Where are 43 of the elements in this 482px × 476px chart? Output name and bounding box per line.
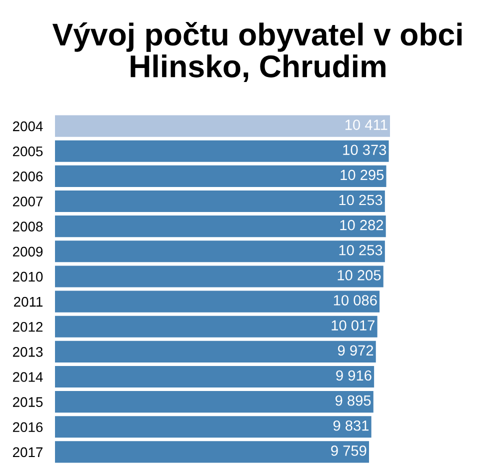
- bar: [55, 115, 390, 137]
- data-label: 10 253: [339, 244, 382, 256]
- data-label: 10 282: [340, 220, 384, 230]
- y-tick-label: 2008: [13, 222, 43, 232]
- bar: [55, 190, 385, 212]
- data-label: 10 373: [343, 144, 386, 156]
- y-tick-label: 2005: [13, 146, 43, 156]
- y-tick-label: 2004: [13, 121, 43, 132]
- data-label: 9 916: [336, 370, 372, 381]
- y-tick-label: 2013: [13, 347, 43, 357]
- chart-title: Vývoj počtu obyvatel v obci Hlinsko, Chrudim: [52, 22, 462, 82]
- y-tick-label: 2012: [13, 322, 42, 332]
- y-tick-label: 2014: [13, 372, 43, 382]
- y-tick-label: 2007: [13, 196, 42, 206]
- data-label: 9 972: [338, 345, 374, 356]
- bar: [55, 240, 385, 262]
- bar: [55, 266, 384, 288]
- data-label: 10 295: [340, 170, 384, 180]
- bar: [55, 391, 374, 413]
- y-tick-label: 2016: [13, 422, 43, 432]
- bar: [55, 340, 376, 362]
- data-label: 10 017: [332, 320, 375, 331]
- data-label: 9 831: [333, 420, 369, 431]
- y-tick-label: 2017: [13, 447, 42, 458]
- data-label: 9 895: [336, 395, 371, 406]
- y-tick-label: 2015: [13, 397, 43, 407]
- data-label: 10 205: [338, 270, 381, 280]
- bar: [55, 416, 372, 438]
- bar: [55, 290, 380, 312]
- bar: [55, 316, 378, 338]
- y-tick-label: 2009: [13, 246, 43, 257]
- data-label: 10 253: [339, 194, 382, 206]
- bar: [55, 140, 389, 162]
- data-label: 10 086: [334, 295, 377, 306]
- bar: [55, 216, 386, 238]
- data-label: 10 411: [346, 120, 388, 130]
- y-tick-label: 2006: [13, 172, 43, 182]
- bar: [55, 165, 386, 187]
- data-label: 9 759: [331, 446, 366, 456]
- y-tick-label: 2011: [14, 296, 43, 307]
- y-tick-label: 2010: [13, 272, 43, 282]
- bar: [55, 366, 374, 388]
- bar: [55, 441, 370, 463]
